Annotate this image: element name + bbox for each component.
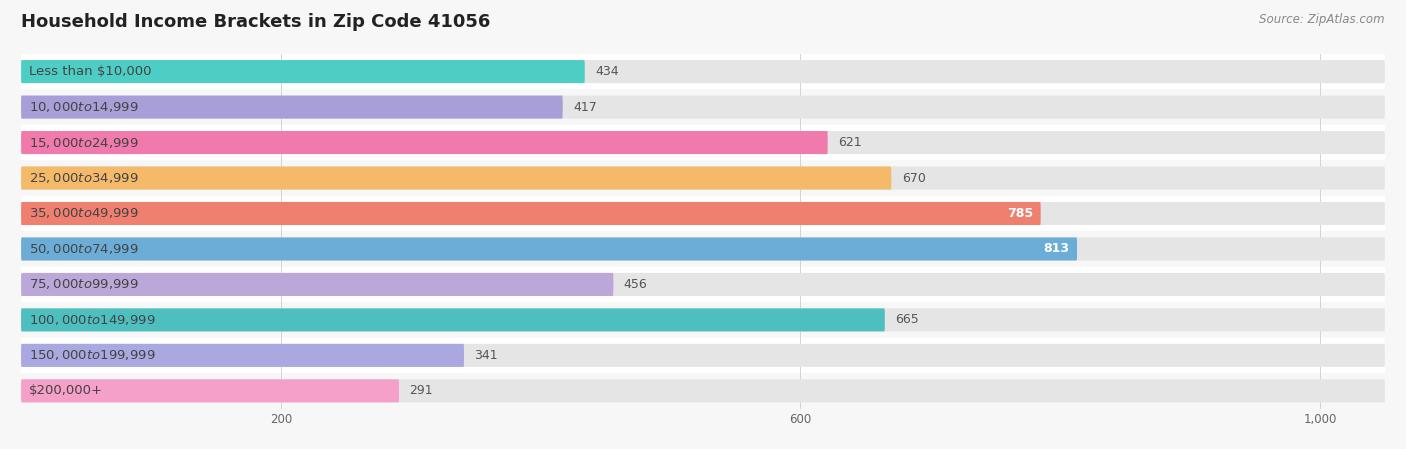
FancyBboxPatch shape: [21, 308, 884, 331]
FancyBboxPatch shape: [21, 202, 1385, 225]
FancyBboxPatch shape: [21, 373, 1385, 409]
Text: $150,000 to $199,999: $150,000 to $199,999: [30, 348, 156, 362]
FancyBboxPatch shape: [21, 379, 1385, 402]
FancyBboxPatch shape: [21, 344, 1385, 367]
Text: 813: 813: [1043, 242, 1070, 255]
Text: Source: ZipAtlas.com: Source: ZipAtlas.com: [1260, 13, 1385, 26]
Text: $15,000 to $24,999: $15,000 to $24,999: [30, 136, 139, 150]
FancyBboxPatch shape: [21, 202, 1040, 225]
FancyBboxPatch shape: [21, 238, 1077, 260]
Text: 621: 621: [838, 136, 862, 149]
FancyBboxPatch shape: [21, 54, 1385, 89]
FancyBboxPatch shape: [21, 89, 1385, 125]
Text: $35,000 to $49,999: $35,000 to $49,999: [30, 207, 139, 220]
FancyBboxPatch shape: [21, 167, 1385, 189]
Text: 417: 417: [574, 101, 598, 114]
Text: $100,000 to $149,999: $100,000 to $149,999: [30, 313, 156, 327]
FancyBboxPatch shape: [21, 167, 891, 189]
Text: $50,000 to $74,999: $50,000 to $74,999: [30, 242, 139, 256]
Text: $10,000 to $14,999: $10,000 to $14,999: [30, 100, 139, 114]
FancyBboxPatch shape: [21, 96, 562, 119]
FancyBboxPatch shape: [21, 196, 1385, 231]
FancyBboxPatch shape: [21, 160, 1385, 196]
FancyBboxPatch shape: [21, 273, 613, 296]
FancyBboxPatch shape: [21, 344, 464, 367]
Text: $200,000+: $200,000+: [30, 384, 103, 397]
Text: $25,000 to $34,999: $25,000 to $34,999: [30, 171, 139, 185]
FancyBboxPatch shape: [21, 60, 585, 83]
Text: 434: 434: [595, 65, 619, 78]
FancyBboxPatch shape: [21, 379, 399, 402]
FancyBboxPatch shape: [21, 273, 1385, 296]
FancyBboxPatch shape: [21, 131, 828, 154]
FancyBboxPatch shape: [21, 60, 1385, 83]
Text: 670: 670: [901, 172, 925, 185]
Text: 341: 341: [474, 349, 498, 362]
FancyBboxPatch shape: [21, 338, 1385, 373]
Text: 291: 291: [409, 384, 433, 397]
FancyBboxPatch shape: [21, 267, 1385, 302]
Text: 665: 665: [896, 313, 920, 326]
Text: $75,000 to $99,999: $75,000 to $99,999: [30, 277, 139, 291]
FancyBboxPatch shape: [21, 96, 1385, 119]
FancyBboxPatch shape: [21, 125, 1385, 160]
Text: Less than $10,000: Less than $10,000: [30, 65, 152, 78]
FancyBboxPatch shape: [21, 238, 1385, 260]
Text: Household Income Brackets in Zip Code 41056: Household Income Brackets in Zip Code 41…: [21, 13, 491, 31]
FancyBboxPatch shape: [21, 308, 1385, 331]
Text: 785: 785: [1007, 207, 1033, 220]
FancyBboxPatch shape: [21, 302, 1385, 338]
FancyBboxPatch shape: [21, 131, 1385, 154]
Text: 456: 456: [624, 278, 648, 291]
FancyBboxPatch shape: [21, 231, 1385, 267]
